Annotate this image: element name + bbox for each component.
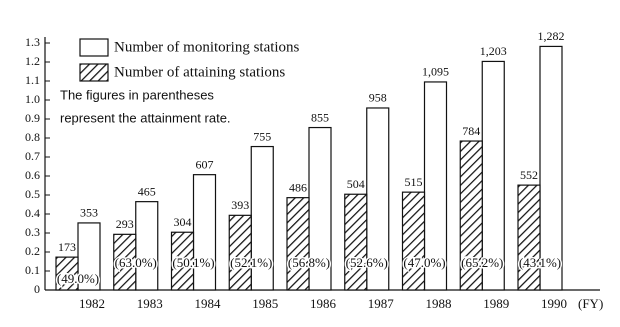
bar (344, 193, 368, 291)
rate-label: (52.1%) (230, 255, 272, 270)
rate-label: (56.8%) (288, 255, 330, 270)
bar (459, 140, 483, 291)
value-label: 784 (462, 124, 480, 138)
annotation: represent the attainment rate. (60, 110, 231, 125)
x-tick-label: 1990 (541, 296, 567, 311)
value-label: 486 (289, 180, 307, 194)
y-tick-label: 0.3 (25, 225, 40, 239)
y-tick-label: 1.2 (25, 54, 40, 68)
y-tick-label: 0.8 (25, 130, 40, 144)
x-tick-label: 1983 (137, 296, 163, 311)
bar (113, 233, 137, 291)
y-tick-label: 1.3 (25, 35, 40, 49)
bar (517, 184, 541, 291)
value-label: 958 (369, 91, 387, 105)
value-label: 173 (58, 240, 76, 254)
value-label: 293 (116, 217, 134, 231)
value-label: 855 (311, 110, 329, 124)
x-tick-label: 1986 (310, 296, 337, 311)
rate-label: (52.6%) (346, 255, 388, 270)
value-label: 607 (196, 157, 214, 171)
value-label: 755 (253, 129, 271, 143)
x-tick-label: 1985 (252, 296, 278, 311)
legend-swatch (79, 63, 109, 82)
rate-label: (50.1%) (172, 255, 214, 270)
y-tick-label: 0.2 (25, 244, 40, 258)
value-label: 353 (80, 206, 98, 220)
y-tick-label: 1.1 (25, 73, 40, 87)
rate-label: (49.0%) (57, 271, 99, 286)
x-axis-label: (FY) (578, 296, 603, 311)
x-tick-label: 1987 (368, 296, 395, 311)
value-label: 304 (174, 215, 192, 229)
x-tick-label: 1989 (483, 296, 509, 311)
bar (401, 191, 426, 291)
y-tick-label: 0 (34, 282, 40, 296)
x-tick-label: 1984 (195, 296, 222, 311)
value-label: 1,095 (422, 65, 449, 79)
legend-label: Number of attaining stations (114, 64, 285, 80)
bar (170, 231, 195, 291)
value-label: 393 (231, 198, 249, 212)
bar (423, 81, 448, 291)
y-tick-label: 0.5 (25, 187, 40, 201)
value-label: 515 (405, 175, 423, 189)
value-label: 465 (138, 184, 156, 198)
rate-label: (43.1%) (519, 255, 561, 270)
bar (286, 197, 310, 291)
value-label: 1,203 (480, 44, 507, 58)
rate-label: (65.2%) (461, 255, 503, 270)
y-tick-label: 0.1 (25, 263, 40, 277)
bar (135, 201, 159, 291)
bar (77, 222, 101, 291)
y-tick-label: 0.7 (25, 149, 40, 163)
bar (228, 214, 252, 291)
rate-label: (47.0%) (403, 255, 445, 270)
legend-label: Number of monitoring stations (114, 39, 300, 55)
y-tick-label: 0.9 (25, 111, 40, 125)
value-label: 552 (520, 168, 538, 182)
x-tick-label: 1982 (79, 296, 105, 311)
x-tick-label: 1988 (426, 296, 452, 311)
bar (55, 256, 79, 291)
y-tick-label: 0.4 (25, 206, 40, 220)
legend-swatch (79, 38, 109, 57)
rate-label: (63.0%) (115, 255, 157, 270)
value-label: 1,282 (538, 29, 565, 43)
bar (192, 174, 217, 291)
bar (539, 45, 563, 291)
annotation: The figures in parentheses (60, 87, 214, 102)
y-tick-label: 1.0 (25, 92, 40, 106)
value-label: 504 (347, 177, 365, 191)
y-tick-label: 0.6 (25, 168, 40, 182)
